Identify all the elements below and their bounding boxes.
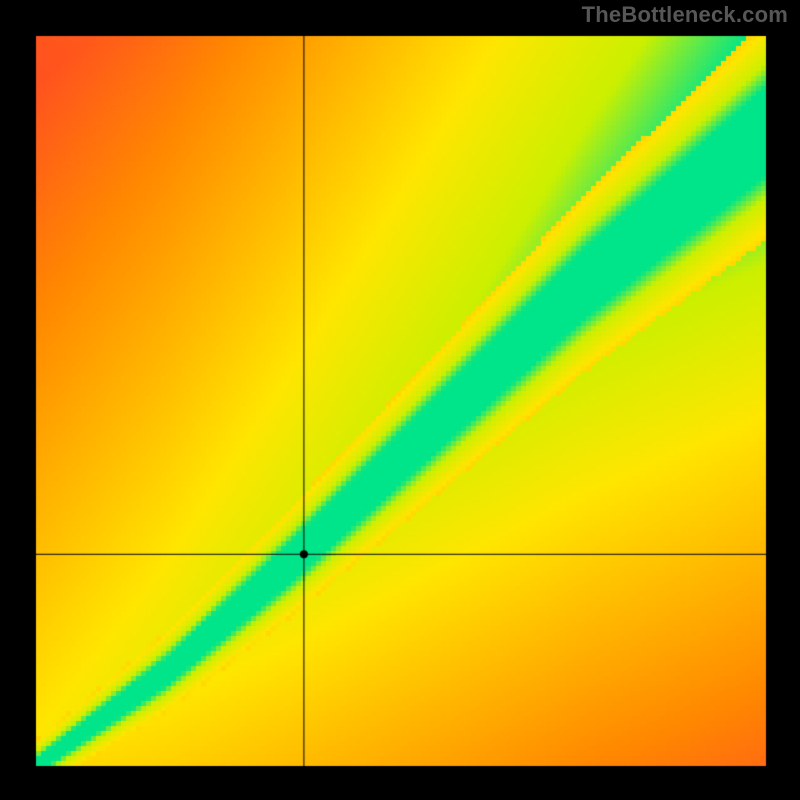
chart-container: TheBottleneck.com bbox=[0, 0, 800, 800]
heatmap-canvas bbox=[0, 0, 800, 800]
watermark-text: TheBottleneck.com bbox=[582, 2, 788, 28]
